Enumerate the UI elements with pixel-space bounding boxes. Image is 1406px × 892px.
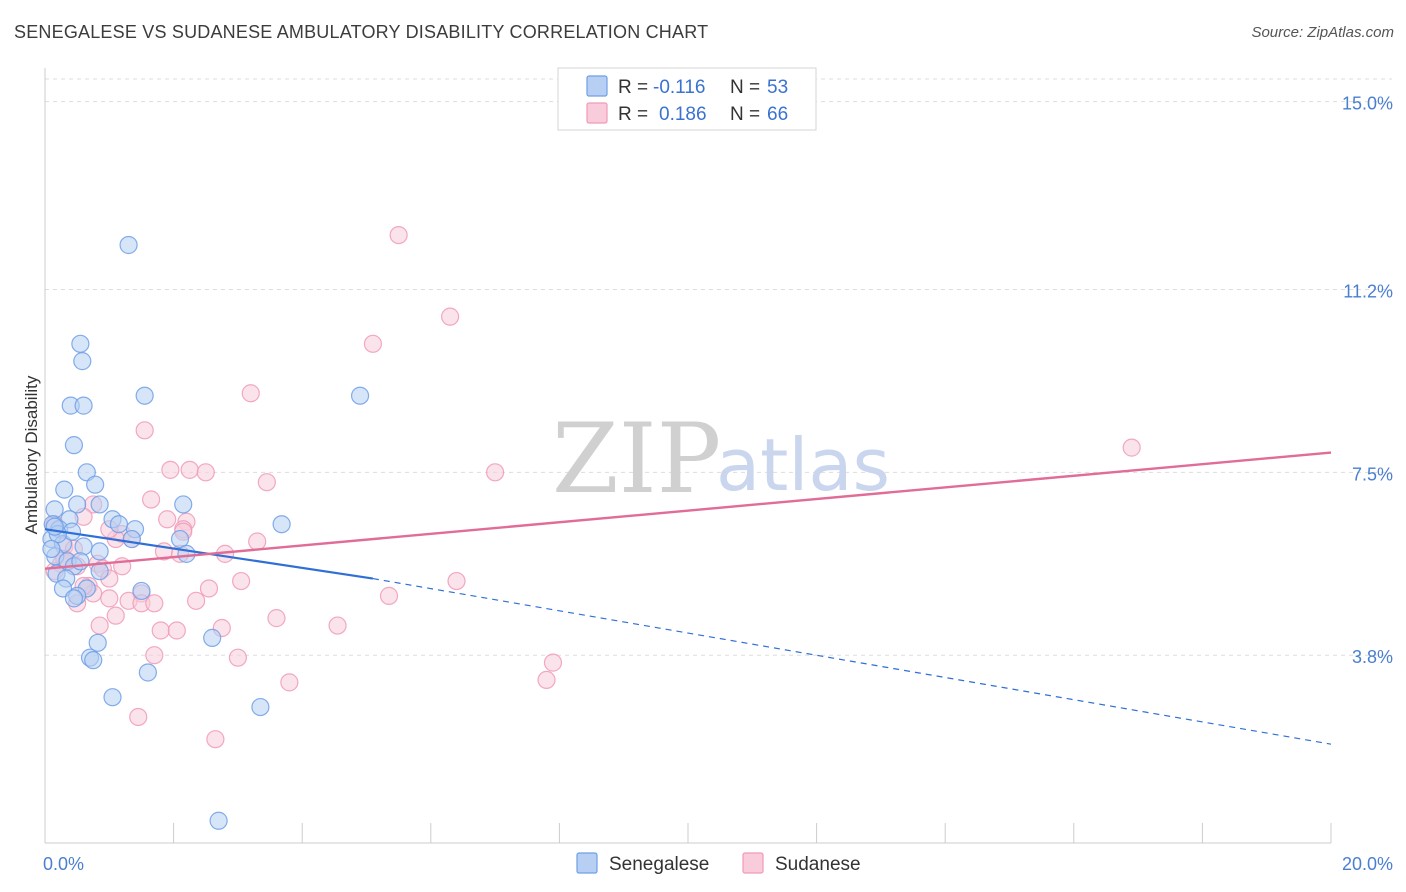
sudanese-point (180, 460, 199, 479)
legend-swatch-sudanese (586, 102, 608, 124)
senegalese-point (109, 515, 129, 534)
senegalese-point (73, 352, 92, 371)
senegalese-point (203, 628, 222, 647)
senegalese-point (132, 581, 151, 601)
chart-title: SENEGALESE VS SUDANESE AMBULATORY DISABI… (14, 22, 709, 42)
senegalese-point (74, 537, 93, 556)
tick-labels: 3.8% 7.5% 11.2% 15.0% 0.0% 20.0% (43, 94, 1393, 874)
sudanese-point (158, 510, 177, 529)
bottom-legend-label-senegalese: Senegalese (609, 854, 709, 875)
sudanese-point (1122, 438, 1141, 457)
points (42, 225, 1141, 830)
sudanese-point (257, 473, 276, 492)
senegalese-point (90, 495, 109, 514)
sudanese-point (267, 609, 286, 628)
y-tick-label: 7.5% (1352, 464, 1393, 484)
legend: R = -0.116 N = 53 R = 0.186 N = 66 (557, 67, 817, 131)
sudanese-point (161, 460, 180, 479)
source-label: Source: ZipAtlas.com (1251, 24, 1394, 41)
sudanese-point (447, 571, 466, 591)
legend-swatch-senegalese (586, 75, 608, 97)
legend-r-label-senegalese: R = (618, 77, 648, 98)
y-axis-title: Ambulatory Disability (22, 375, 41, 534)
legend-r-value-sudanese: 0.186 (659, 104, 707, 125)
y-tick-label: 3.8% (1352, 647, 1393, 667)
x-tick-label: 0.0% (43, 854, 84, 874)
sudanese-point (129, 707, 148, 727)
sudanese-point (196, 463, 215, 482)
senegalese-point (74, 396, 93, 415)
legend-n-value-sudanese: 66 (767, 104, 788, 125)
sudanese-point (440, 307, 460, 326)
watermark-atlas: atlas (716, 423, 890, 507)
legend-r-value-senegalese: -0.116 (653, 77, 705, 98)
sudanese-point (145, 594, 164, 613)
senegalese-point (103, 688, 122, 707)
sudanese-point (206, 730, 225, 749)
grid (45, 78, 1392, 656)
senegalese-point (135, 386, 154, 405)
axes (44, 68, 1332, 844)
senegalese-point (209, 811, 228, 830)
sudanese-point (389, 225, 408, 245)
sudanese-point (248, 532, 267, 551)
senegalese-point (174, 495, 193, 514)
sudanese-point (537, 670, 556, 690)
sudanese-point (100, 589, 119, 608)
senegalese-point (138, 663, 157, 682)
sudanese-trend-line (44, 451, 1332, 570)
sudanese-point (199, 579, 219, 598)
sudanese-point (241, 384, 260, 403)
y-tick-label: 15.0% (1342, 94, 1393, 114)
sudanese-point (543, 653, 563, 672)
sudanese-point (379, 586, 399, 605)
senegalese-point (64, 589, 84, 608)
x-tick-label: 20.0% (1342, 854, 1393, 874)
sudanese-point (232, 571, 251, 591)
senegalese-point (64, 436, 84, 455)
senegalese-point (251, 697, 270, 717)
sudanese-point (141, 490, 161, 509)
sudanese-point (187, 591, 206, 610)
watermark: ZIP atlas (552, 403, 890, 515)
senegalese-point (84, 651, 103, 670)
senegalese-point (42, 539, 61, 559)
sudanese-point (486, 463, 505, 482)
senegalese-point (350, 386, 370, 405)
senegalese-point (119, 235, 138, 255)
senegalese-point (71, 334, 90, 353)
bottom-legend-swatch-senegalese (576, 852, 598, 874)
sudanese-point (135, 421, 154, 440)
senegalese-point (177, 544, 196, 563)
sudanese-point (363, 334, 383, 353)
sudanese-point (228, 648, 247, 667)
senegalese-point (90, 542, 109, 561)
watermark-zip: ZIP (552, 403, 721, 515)
trend-lines (44, 451, 1332, 745)
senegalese-point (86, 475, 105, 494)
senegalese-point (45, 517, 64, 536)
senegalese-point (55, 480, 74, 499)
bottom-legend-label-sudanese: Sudanese (775, 854, 861, 875)
senegalese-point (88, 633, 107, 652)
sudanese-point (90, 616, 109, 635)
sudanese-point (145, 646, 164, 665)
senegalese-point (272, 515, 291, 534)
sudanese-point (328, 616, 347, 635)
sudanese-point (167, 621, 186, 640)
legend-n-label-sudanese: N = (730, 104, 760, 125)
sudanese-point (151, 621, 170, 640)
legend-n-label-senegalese: N = (730, 77, 760, 98)
senegalese-point (68, 495, 87, 514)
legend-r-label-sudanese: R = (618, 104, 648, 125)
legend-n-value-senegalese: 53 (767, 77, 788, 98)
bottom-legend-swatch-sudanese (742, 852, 764, 874)
sudanese-point (106, 606, 125, 625)
y-tick-label: 11.2% (1343, 281, 1393, 301)
sudanese-point (280, 673, 299, 692)
bottom-legend: Senegalese Sudanese (576, 852, 861, 875)
senegalese-point (122, 529, 141, 549)
senegalese-trend-extension (372, 577, 1332, 745)
